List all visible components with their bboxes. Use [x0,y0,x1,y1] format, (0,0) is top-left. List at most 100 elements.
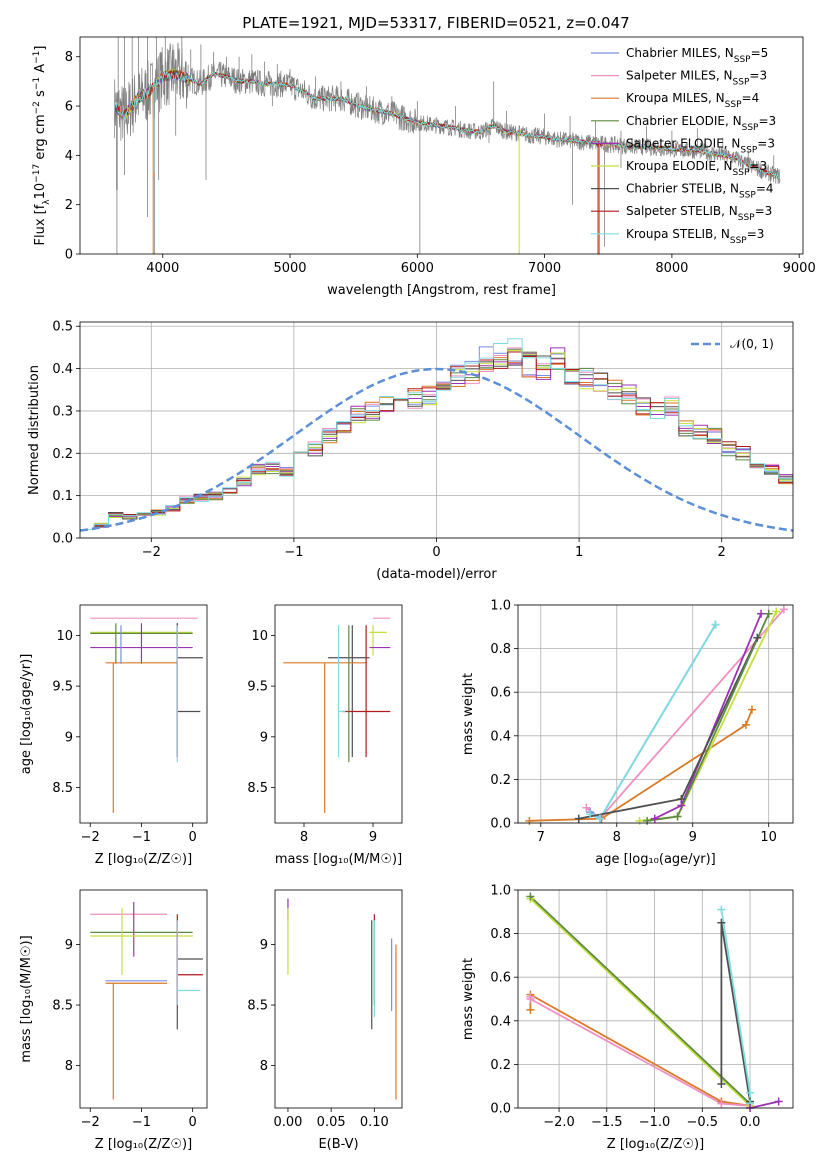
plus-marker [673,812,682,821]
legend-name: Chabrier STELIB, N [626,182,739,196]
legend-suffix: =5 [751,46,769,60]
gaussian-curve [80,367,793,532]
legend-label: Chabrier STELIB, NSSP=4 [626,182,774,201]
legend-label: Salpeter MILES, NSSP=3 [626,69,767,88]
x-axis-label: mass [log₁₀(M/M☉)] [275,852,402,867]
y-tick-label: 9.5 [52,680,73,695]
x-tick-label: 0.05 [317,1115,346,1130]
axes-frame [517,889,794,1109]
legend-suffix: =3 [749,69,767,83]
legend-name: Kroupa STELIB, N [626,227,730,241]
plus-marker [526,1005,535,1014]
plus-marker [717,905,726,914]
y-tick-label: 4 [65,149,73,164]
legend-label: Kroupa MILES, NSSP=4 [626,91,759,110]
plot-area [90,617,203,813]
y-tick-label: 0.2 [52,447,73,462]
x-tick-label: −0.5 [686,1115,718,1130]
x-tick-label: −2 [81,830,100,845]
y-label-part: erg cm [33,114,48,163]
legend-sub: SSP [742,123,759,133]
ticks: 0.00 0.05 0.10 8 8.5 9 [247,938,389,1130]
y-tick-label: 0 [65,248,73,263]
legend-sub: SSP [733,78,750,88]
x-tick-label: −2 [81,1115,100,1130]
x-tick-label: 1 [575,545,583,560]
legend-suffix: =3 [758,114,776,128]
legend-name: Kroupa ELODIE, N [626,159,733,173]
y-tick-label: 10 [56,629,73,644]
plus-marker [643,816,652,825]
legend-name: Salpeter STELIB, N [626,204,738,218]
plus-marker [525,816,534,825]
y-tick-label: 0.4 [52,362,73,377]
plus-marker [596,814,605,823]
y-tick-label: 0.3 [52,404,73,419]
y-tick-label: 0.2 [490,1058,511,1073]
y-tick-label: 0.1 [52,489,73,504]
y-tick-label: 0.8 [490,642,511,657]
y-tick-label: 6 [65,100,73,115]
legend-name: Kroupa MILES, N [626,91,725,105]
legend-sub: SSP [739,191,756,201]
y-tick-label: 0.5 [52,320,73,335]
y-tick-label: 9 [260,938,268,953]
y-tick-label: 0.4 [490,729,511,744]
legend-sub: SSP [734,55,751,65]
y-label-part: −1 [32,51,42,64]
plus-marker [582,803,591,812]
ticks: −2 −1 0 8 8.5 9 [52,938,196,1130]
y-tick-label: 9 [65,730,73,745]
y-tick-label: 1.0 [490,884,511,899]
plus-marker [586,810,595,819]
y-tick-label: 8.5 [247,781,268,796]
chart-massweight_vs_Z: −2.0 −1.5 −1.0 −0.5 0.0 0.0 0.2 0.4 0.6 0.8 1.0 Z [… [461,884,794,1152]
x-tick-label: 9 [369,830,377,845]
legend-suffix: =4 [742,91,760,105]
x-tick-label: −1.5 [591,1115,623,1130]
y-tick-label: 8 [260,1059,268,1074]
y-label-part: λ [42,199,52,205]
y-tick-label: 9 [260,730,268,745]
x-axis-label: Z [log₁₀(Z/Z☉)] [95,852,192,867]
x-axis-label: E(B-V) [318,1137,358,1152]
legend-label: Kroupa STELIB, NSSP=3 [626,227,764,246]
plus-marker [779,605,788,614]
ticks: −2 −1 0 1 2 0.0 0.1 0.2 0.3 0.4 0.5 [52,320,726,560]
x-tick-label: 2 [718,545,726,560]
x-tick-label: −1 [284,545,303,560]
plot-area [90,902,203,1100]
x-tick-label: 9 [689,830,697,845]
y-tick-label: 0.0 [490,1102,511,1117]
y-tick-label: 0.6 [490,971,511,986]
chart-age_vs_Z: −2 −1 0 8.5 9 9.5 10 Z [log₁₀(Z/Z☉)] age [log₁₀(… [19,604,208,867]
x-axis-label: Z [log₁₀(Z/Z☉)] [95,1137,192,1152]
x-tick-label: 4000 [146,261,179,276]
x-axis-label: Z [log₁₀(Z/Z☉)] [607,1137,704,1152]
y-label-part: −17 [32,164,42,183]
y-axis-label: mass [log₁₀(M/M☉)] [19,935,34,1062]
axes-frame [274,604,403,824]
legend-name: Chabrier MILES, N [626,46,734,60]
y-tick-label: 8.5 [52,999,73,1014]
plus-marker [717,918,726,927]
x-tick-label: 7000 [528,261,561,276]
y-label-part: s [33,90,48,101]
y-label-part: −1 [32,77,42,90]
legend-name: Chabrier ELODIE, N [626,114,742,128]
axes-frame [274,889,403,1109]
plus-marker [635,816,644,825]
plus-marker [747,705,756,714]
x-tick-label: −2.0 [543,1115,575,1130]
x-tick-label: −2 [142,545,161,560]
y-tick-label: 0.0 [490,817,511,832]
ticks: 8 9 8.5 9 9.5 10 [247,629,377,845]
series-line [749,1100,779,1108]
x-tick-label: 6000 [401,261,434,276]
plot-area [529,608,785,822]
chart-mass_vs_Z: −2 −1 0 8 8.5 9 Z [log₁₀(Z/Z☉)] mass [log₁₀(M/M… [19,889,208,1152]
plus-marker [574,814,583,823]
legend-name: Salpeter ELODIE, N [626,136,740,150]
plus-marker [772,607,781,616]
